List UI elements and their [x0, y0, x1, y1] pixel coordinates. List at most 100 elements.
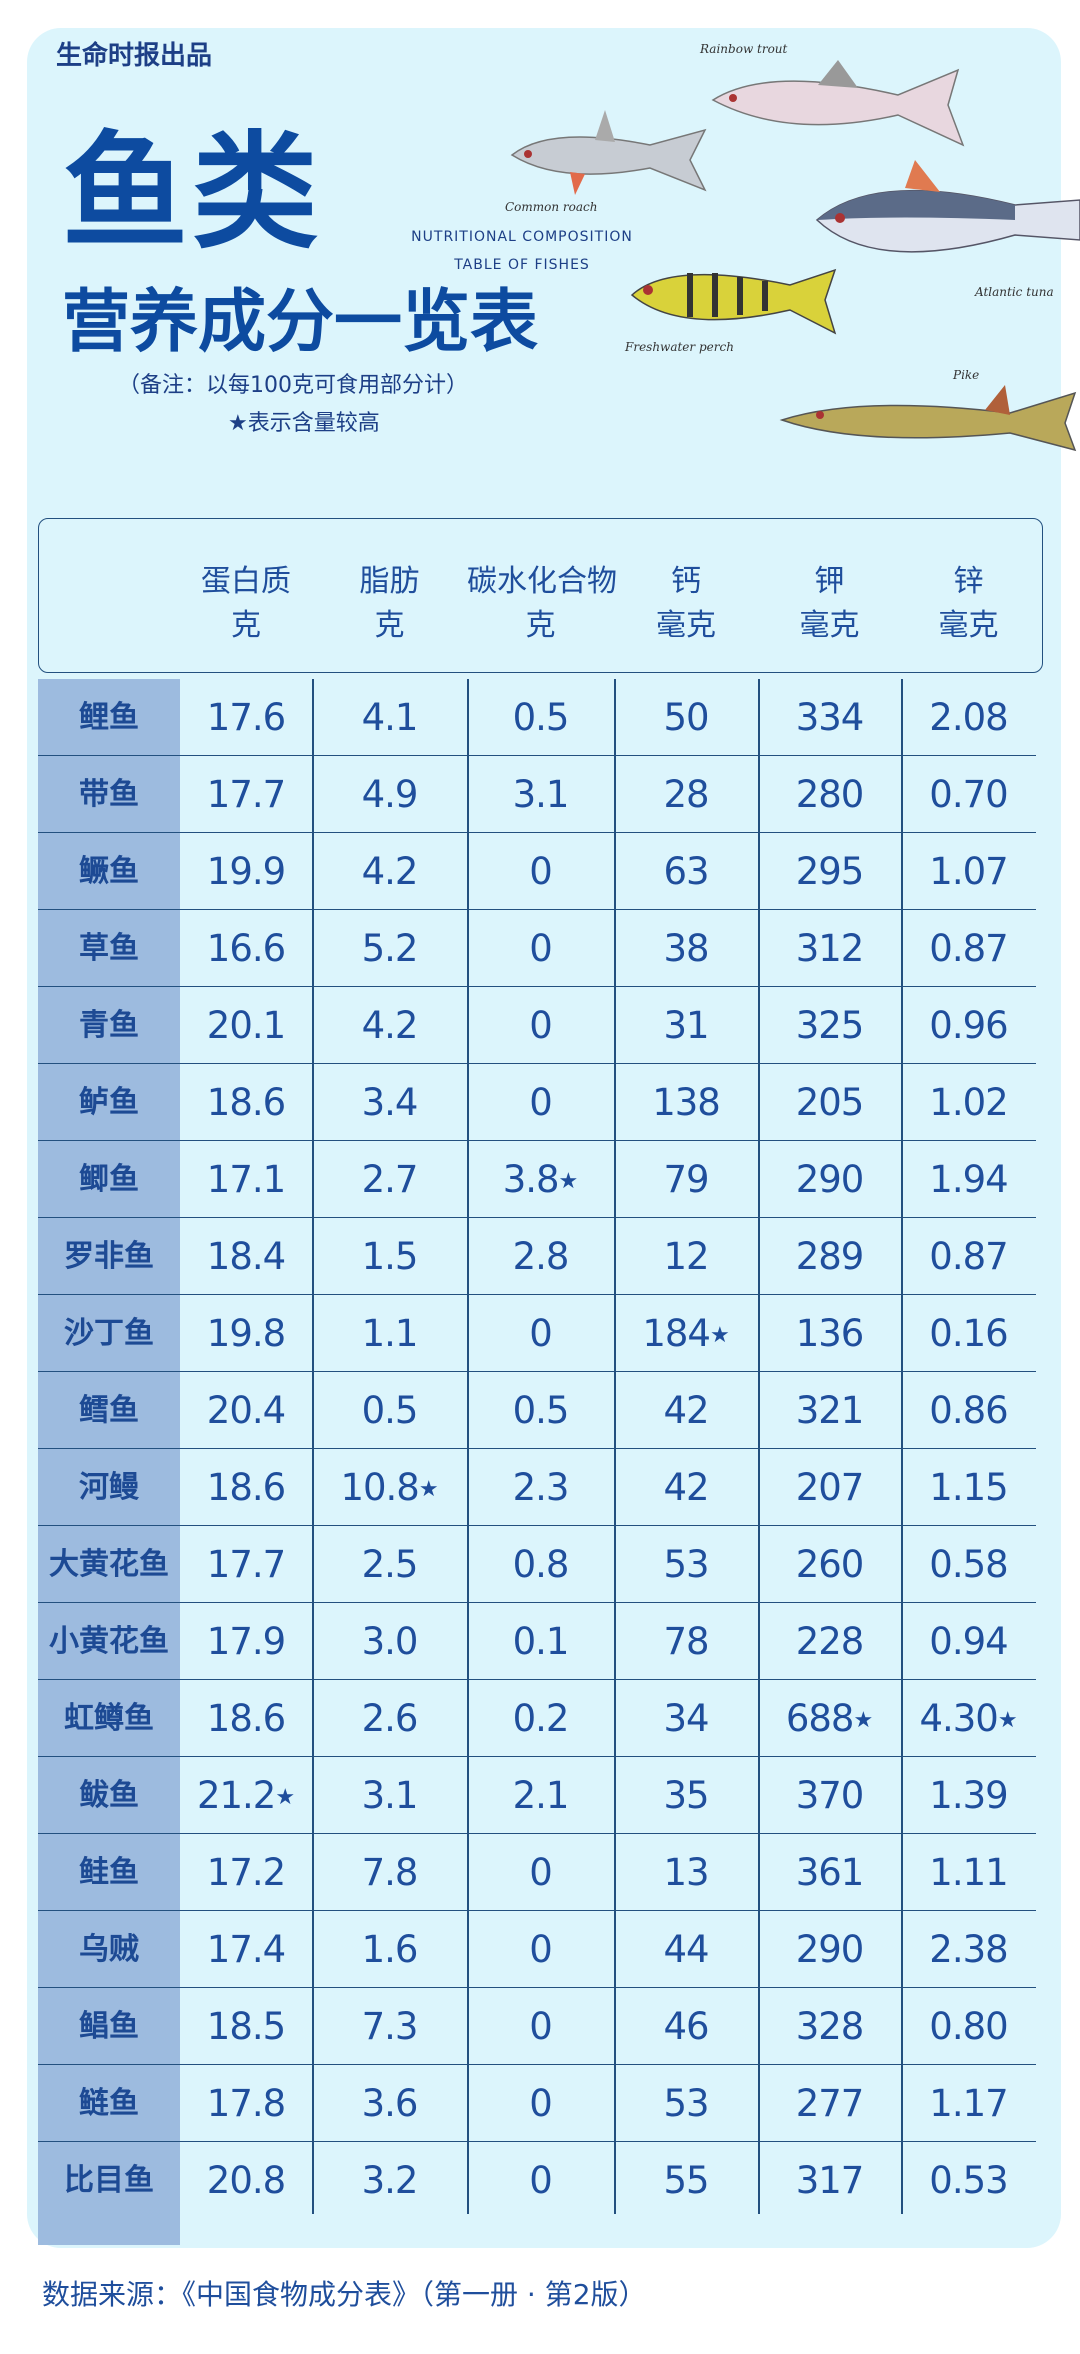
cell-value: 17.7	[206, 1543, 286, 1586]
value-cell: 18.6	[180, 1680, 312, 1757]
publisher-brand: 生命时报出品	[56, 41, 213, 71]
value-cell: 0.80	[901, 1988, 1036, 2065]
value-cell: 4.30★	[901, 1680, 1036, 1757]
cell-value: 42	[663, 1466, 709, 1509]
english-title-line1: NUTRITIONAL COMPOSITION	[411, 229, 633, 245]
cell-value: 3.2	[361, 2159, 419, 2202]
column-header: 锌毫克	[901, 560, 1036, 647]
value-cell: 18.6	[180, 1064, 312, 1141]
table-row: 鲫鱼 17.1 2.7 3.8★ 79 290 1.94	[38, 1141, 1036, 1218]
cell-value: 17.9	[206, 1620, 286, 1663]
cell-value: 205	[795, 1081, 865, 1124]
column-unit: 克	[231, 607, 261, 643]
infographic-card	[27, 28, 1061, 2248]
cell-value: 42	[663, 1389, 709, 1432]
row-divider	[38, 1062, 1036, 1064]
cell-value: 2.3	[512, 1466, 570, 1509]
value-cell: 0	[467, 833, 614, 910]
value-cell: 13	[614, 1834, 758, 1911]
value-cell: 328	[758, 1988, 901, 2065]
page-subtitle: 营养成分一览表	[62, 283, 539, 362]
cell-value: 18.6	[206, 1081, 286, 1124]
value-cell: 0.87	[901, 910, 1036, 987]
value-cell: 2.7	[312, 1141, 467, 1218]
cell-value: 4.1	[361, 696, 419, 739]
value-cell: 38	[614, 910, 758, 987]
pike-illustration	[779, 385, 1077, 452]
cell-value: 312	[795, 927, 865, 970]
english-title-line2: TABLE OF FISHES	[454, 257, 590, 273]
value-cell: 42	[614, 1372, 758, 1449]
value-cell: 290	[758, 1911, 901, 1988]
value-cell: 20.8	[180, 2142, 312, 2219]
value-cell: 0	[467, 2142, 614, 2219]
cell-value: 0	[529, 1851, 553, 1894]
value-cell: 17.2	[180, 1834, 312, 1911]
cell-value: 1.07	[929, 850, 1008, 893]
cell-value: 295	[795, 850, 865, 893]
value-cell: 0.96	[901, 987, 1036, 1064]
value-cell: 2.8	[467, 1218, 614, 1295]
cell-value: 0.80	[929, 2005, 1008, 2048]
fish-name-column	[38, 679, 180, 2245]
cell-value: 0	[529, 1004, 553, 1047]
column-unit: 克	[525, 607, 556, 643]
cell-value: 2.1	[512, 1774, 570, 1817]
cell-value: 4.9	[361, 773, 419, 816]
table-row: 比目鱼 20.8 3.2 0 55 317 0.53	[38, 2142, 1036, 2219]
fish-name: 鲢鱼	[79, 2086, 139, 2121]
value-cell: 334	[758, 679, 901, 756]
cell-value: 1.11	[929, 1851, 1008, 1894]
value-cell: 688★	[758, 1680, 901, 1757]
column-divider	[467, 679, 469, 2214]
table-row: 鲅鱼 21.2★ 3.1 2.1 35 370 1.39	[38, 1757, 1036, 1834]
value-cell: 17.4	[180, 1911, 312, 1988]
cell-value: 1.6	[361, 1928, 419, 1971]
cell-value: 1.39	[929, 1774, 1008, 1817]
value-cell: 42	[614, 1449, 758, 1526]
value-cell: 136	[758, 1295, 901, 1372]
cell-value: 0.16	[929, 1312, 1008, 1355]
cell-value: 2.08	[929, 696, 1008, 739]
cell-value: 79	[663, 1158, 709, 1201]
atlantic-tuna-illustration	[815, 160, 1080, 253]
cell-value: 0	[529, 1928, 553, 1971]
value-cell: 0.1	[467, 1603, 614, 1680]
cell-value: 277	[795, 2082, 865, 2125]
table-row: 鲳鱼 18.5 7.3 0 46 328 0.80	[38, 1988, 1036, 2065]
fish-name: 鲳鱼	[79, 2009, 139, 2044]
value-cell: 10.8★	[312, 1449, 467, 1526]
value-cell: 1.11	[901, 1834, 1036, 1911]
column-header: 钙毫克	[614, 560, 758, 647]
cell-value: 35	[663, 1774, 709, 1817]
cell-value: 0	[529, 927, 553, 970]
value-cell: 0	[467, 1834, 614, 1911]
column-name: 钾	[814, 564, 845, 599]
cell-value: 0	[529, 2159, 553, 2202]
value-cell: 1.02	[901, 1064, 1036, 1141]
cell-value: 17.7	[206, 773, 286, 816]
value-cell: 3.8★	[467, 1141, 614, 1218]
value-cell: 17.7	[180, 1526, 312, 1603]
value-cell: 3.4	[312, 1064, 467, 1141]
row-divider	[38, 1293, 1036, 1295]
table-row: 鲑鱼 17.2 7.8 0 13 361 1.11	[38, 1834, 1036, 1911]
cell-value: 184	[642, 1312, 711, 1355]
cell-value: 20.4	[206, 1389, 286, 1432]
value-cell: 361	[758, 1834, 901, 1911]
value-cell: 1.94	[901, 1141, 1036, 1218]
value-cell: 7.8	[312, 1834, 467, 1911]
value-cell: 0.86	[901, 1372, 1036, 1449]
cell-value: 53	[663, 1543, 709, 1586]
cell-value: 5.2	[361, 927, 419, 970]
value-cell: 1.6	[312, 1911, 467, 1988]
column-unit: 克	[374, 607, 405, 643]
cell-value: 2.38	[929, 1928, 1008, 1971]
cell-value: 290	[795, 1158, 865, 1201]
star-legend: ★表示含量较高	[228, 411, 380, 436]
cell-value: 20.1	[206, 1004, 286, 1047]
fish-name: 沙丁鱼	[64, 1316, 154, 1351]
cell-value: 0.70	[929, 773, 1008, 816]
value-cell: 53	[614, 2065, 758, 2142]
freshwater-perch-label: Freshwater perch	[625, 340, 734, 354]
